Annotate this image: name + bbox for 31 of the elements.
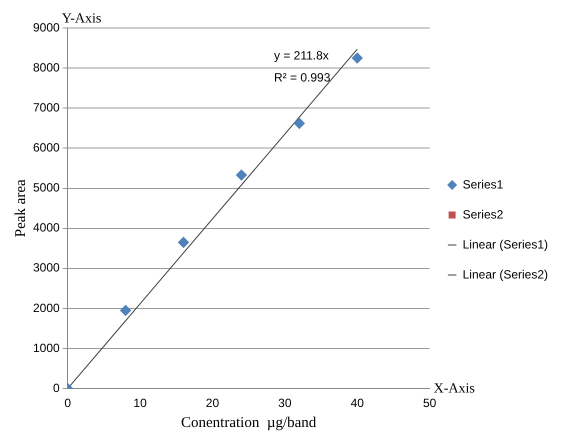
legend-label: Linear (Series1) <box>462 237 548 252</box>
y-tick-label: 0 <box>53 380 60 395</box>
legend-label: Linear (Series2) <box>462 267 548 282</box>
text: X-Axis <box>434 381 475 396</box>
x-tick-label: 10 <box>133 396 148 410</box>
x-tick-label: 30 <box>278 396 292 410</box>
x-axis-title: Conentration µg/band <box>181 414 317 431</box>
y-tick-label: 4000 <box>32 220 60 235</box>
text: Y-Axis <box>62 12 102 27</box>
point <box>294 118 305 129</box>
x-tick-label: 40 <box>350 396 364 410</box>
annotation: y = 211.8x <box>274 48 329 62</box>
point <box>120 304 132 316</box>
y-tick-label: 2000 <box>32 300 60 315</box>
y-tick-label: 3000 <box>32 260 60 275</box>
legend-label: Series2 <box>462 207 504 222</box>
y-tick-label: 9000 <box>32 20 60 34</box>
y-axis-title: Peak area <box>12 179 29 238</box>
y-tick-label: 7000 <box>32 100 60 114</box>
legend-label: Series1 <box>462 177 504 192</box>
point <box>178 236 190 248</box>
x-tick-label: 20 <box>206 396 220 410</box>
y-tick-label: 6000 <box>32 140 60 155</box>
y-tick-label: 8000 <box>32 60 60 74</box>
y-tick-label: 5000 <box>32 180 60 195</box>
x-tick-label: 50 <box>422 396 437 410</box>
point <box>236 170 247 181</box>
y-tick-label: 1000 <box>32 340 60 355</box>
point <box>352 52 363 64</box>
x-tick-label: 0 <box>64 396 72 410</box>
annotation: R² = 0.993 <box>274 70 331 84</box>
